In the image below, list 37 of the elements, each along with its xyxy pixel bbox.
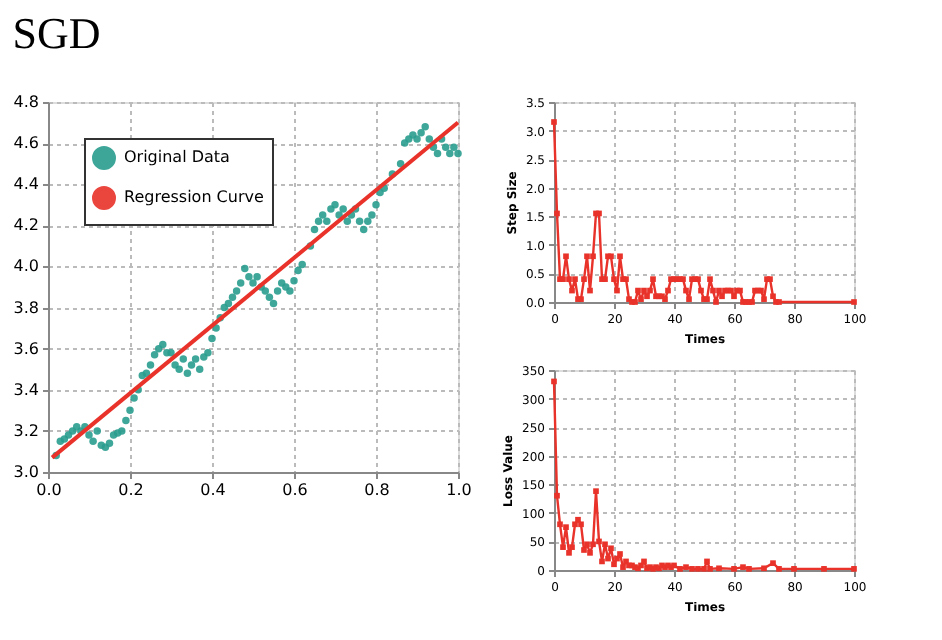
point [602, 541, 608, 548]
point [599, 558, 605, 565]
y-tick-label: 4.6 [13, 134, 39, 153]
point [590, 541, 596, 548]
point [605, 555, 611, 562]
point [584, 541, 590, 548]
point [704, 558, 710, 565]
point [611, 561, 617, 568]
x-tick-label: 0.6 [282, 481, 308, 499]
point [596, 538, 602, 545]
y-tick-label: 4.4 [13, 175, 39, 194]
point [608, 545, 614, 552]
x-tick-label: 0.4 [200, 481, 226, 499]
legend-label: Original Data [124, 148, 231, 166]
point [761, 565, 767, 572]
y-tick-label: 3.6 [13, 339, 39, 358]
point [554, 492, 560, 499]
y-tick-label: 3.2 [13, 421, 39, 440]
point [578, 521, 584, 528]
y-tick-label: 4.0 [13, 257, 39, 276]
point [572, 521, 578, 528]
y-tick-label: 3.4 [13, 380, 39, 399]
x-tick-label: 0.0 [36, 481, 62, 499]
y-tick-label: 4.8 [13, 93, 39, 111]
legend-label: Regression Curve [124, 188, 264, 206]
point [551, 378, 557, 385]
y-tick-label: 3.8 [13, 298, 39, 317]
y-tick-label: 4.2 [13, 216, 39, 235]
x-tick-label: 1.0 [446, 481, 472, 499]
line-series [551, 378, 857, 572]
chart-title: SGD [12, 8, 101, 58]
x-tick-label: 0.8 [364, 481, 390, 499]
point [575, 516, 581, 523]
x-tick-label: 0.2 [118, 481, 144, 499]
y-tick-label: 3.0 [13, 463, 39, 481]
point [716, 565, 722, 572]
point [557, 521, 563, 528]
